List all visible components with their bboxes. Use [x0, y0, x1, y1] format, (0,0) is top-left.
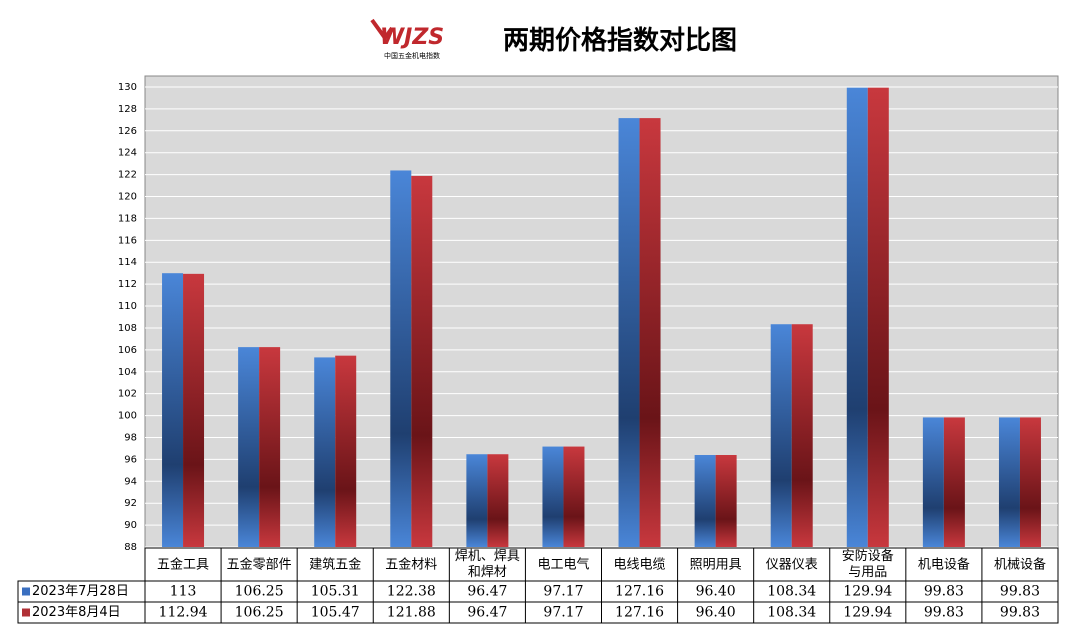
value-label: 99.83 — [924, 605, 964, 621]
value-label: 105.31 — [311, 584, 360, 600]
y-tick-label: 124 — [118, 148, 137, 159]
bar — [162, 273, 184, 547]
bar — [922, 417, 944, 547]
value-label: 121.88 — [387, 605, 436, 621]
x-tick-label-line: 和焊材 — [468, 563, 507, 579]
bar — [998, 417, 1020, 547]
legend-label: 2023年7月28日 — [32, 584, 129, 599]
bar — [259, 347, 281, 547]
x-tick-label-line: 焊机、焊具 — [455, 548, 520, 564]
y-tick-label: 116 — [118, 235, 137, 246]
y-tick-label: 118 — [118, 213, 137, 224]
value-label: 112.94 — [159, 605, 208, 621]
x-tick-label: 电工电气 — [537, 557, 589, 573]
legend-swatch — [22, 587, 30, 596]
x-tick-label: 仪器仪表 — [766, 558, 818, 573]
x-tick-label: 建筑五金 — [309, 557, 361, 573]
logo: WJZS — [380, 25, 444, 50]
x-tick-label: 照明用具 — [690, 558, 742, 573]
value-label: 113 — [170, 584, 197, 600]
y-tick-label: 106 — [118, 345, 137, 356]
y-tick-label: 110 — [118, 301, 137, 312]
x-tick-label: 五金材料 — [385, 557, 437, 573]
legend-swatch — [22, 608, 30, 617]
x-tick-label: 五金工具 — [157, 557, 209, 573]
bar — [639, 118, 661, 547]
bar — [791, 324, 813, 547]
bar — [487, 454, 509, 547]
bar — [183, 273, 205, 547]
bar — [411, 175, 433, 547]
value-label: 127.16 — [615, 605, 664, 621]
y-tick-label: 94 — [124, 476, 137, 487]
y-tick-label: 100 — [118, 411, 137, 422]
y-tick-label: 108 — [118, 323, 137, 334]
y-tick-label: 96 — [124, 454, 137, 465]
y-tick-label: 98 — [124, 432, 137, 443]
bar — [466, 454, 488, 547]
x-tick-label: 电线电缆 — [614, 557, 666, 573]
x-tick-label: 焊机、焊具和焊材 — [455, 548, 520, 580]
y-tick-label: 120 — [118, 192, 137, 203]
bar — [314, 357, 336, 547]
value-label: 96.40 — [696, 584, 736, 600]
x-tick-label: 安防设备与用品 — [842, 548, 894, 580]
plot-area — [144, 75, 1059, 549]
value-label: 106.25 — [235, 605, 284, 621]
y-tick-label: 112 — [118, 279, 137, 290]
x-tick-label-line: 与用品 — [848, 564, 887, 579]
y-tick-label: 128 — [118, 104, 137, 115]
x-tick-label: 五金零部件 — [227, 557, 292, 573]
x-tick-label: 机械设备 — [994, 557, 1046, 573]
value-label: 108.34 — [767, 605, 816, 621]
bar — [943, 417, 965, 547]
value-label: 96.47 — [467, 584, 507, 600]
legend-label: 2023年8月4日 — [32, 605, 121, 620]
bar — [618, 118, 640, 547]
bar — [846, 87, 868, 548]
y-tick-label: 122 — [118, 170, 137, 181]
value-label: 129.94 — [843, 584, 892, 600]
value-label: 96.47 — [467, 605, 507, 621]
value-label: 97.17 — [543, 605, 583, 621]
y-tick-label: 130 — [118, 82, 137, 93]
bar — [390, 170, 412, 547]
value-label: 96.40 — [696, 605, 736, 621]
x-tick-label-line: 安防设备 — [842, 548, 894, 564]
y-tick-label: 102 — [118, 389, 137, 400]
bar — [1019, 417, 1041, 547]
value-label: 127.16 — [615, 584, 664, 600]
bar — [563, 446, 585, 547]
logo-subtitle: 中国五金机电指数 — [384, 51, 440, 60]
x-tick-label: 机电设备 — [918, 557, 970, 573]
chart-title: 两期价格指数对比图 — [503, 25, 737, 56]
value-label: 129.94 — [843, 605, 892, 621]
value-label: 97.17 — [543, 584, 583, 600]
y-tick-label: 114 — [118, 257, 137, 268]
value-label: 99.83 — [1000, 584, 1040, 600]
bar — [867, 87, 889, 548]
value-label: 99.83 — [1000, 605, 1040, 621]
value-label: 99.83 — [924, 584, 964, 600]
value-label: 122.38 — [387, 584, 436, 600]
bar — [238, 347, 260, 547]
bar — [542, 446, 564, 547]
value-label: 105.47 — [311, 605, 360, 621]
value-label: 106.25 — [235, 584, 284, 600]
y-tick-label: 90 — [124, 520, 137, 531]
y-tick-label: 88 — [124, 542, 137, 553]
y-tick-label: 92 — [124, 498, 137, 509]
y-tick-label: 104 — [118, 367, 137, 378]
value-label: 108.34 — [767, 584, 816, 600]
bar — [715, 455, 737, 547]
logo-mark — [370, 18, 394, 42]
y-tick-label: 126 — [118, 126, 137, 137]
bar — [335, 355, 357, 547]
bar — [694, 455, 716, 547]
bar — [770, 324, 792, 547]
